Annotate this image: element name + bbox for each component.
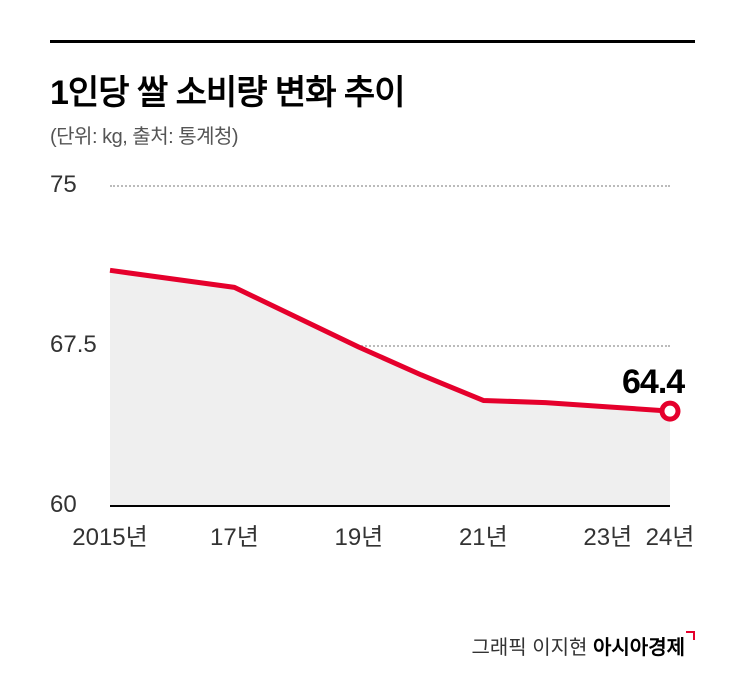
area-fill xyxy=(110,270,670,505)
credit-author: 그래픽 이지현 xyxy=(471,637,587,659)
x-tick-label: 17년 xyxy=(210,517,259,552)
credit-brand: 아시아경제 xyxy=(593,637,685,659)
x-tick-label: 19년 xyxy=(334,517,383,552)
chart-area: 6067.5752015년17년19년21년23년24년64.4 xyxy=(50,185,695,555)
end-value-label: 64.4 xyxy=(622,363,684,402)
chart-title: 1인당 쌀 소비량 변화 추이 xyxy=(50,65,695,114)
header-top-rule xyxy=(50,40,695,43)
x-tick-label: 24년 xyxy=(646,517,695,552)
credit-line: 그래픽 이지현 아시아경제 xyxy=(471,631,695,660)
chart-subtitle: (단위: kg, 출처: 통계청) xyxy=(50,120,695,149)
x-tick-label: 2015년 xyxy=(72,517,147,552)
x-tick-label: 21년 xyxy=(459,517,508,552)
brand-corner-icon xyxy=(686,631,695,640)
end-marker-icon xyxy=(662,403,678,419)
line-series xyxy=(50,185,700,507)
x-tick-label: 23년 xyxy=(583,517,632,552)
